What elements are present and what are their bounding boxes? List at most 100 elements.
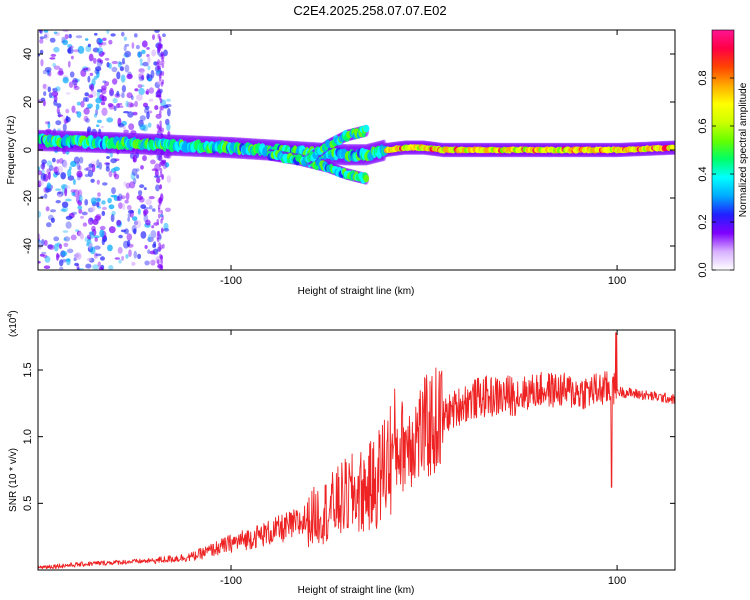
noise-blob bbox=[95, 108, 99, 116]
noise-blob bbox=[76, 170, 83, 178]
noise-blob bbox=[125, 254, 129, 259]
noise-blob bbox=[156, 123, 160, 129]
noise-blob bbox=[161, 57, 165, 63]
noise-blob bbox=[69, 166, 72, 171]
noise-blob bbox=[56, 106, 60, 115]
noise-blob bbox=[137, 208, 141, 215]
noise-blob bbox=[47, 121, 51, 129]
snr-scale-label: (x104) bbox=[7, 310, 19, 337]
noise-blob bbox=[63, 242, 69, 247]
noise-blob bbox=[132, 156, 136, 163]
colorbar-tick-label: 0.6 bbox=[697, 118, 709, 133]
noise-blob bbox=[90, 178, 95, 183]
noise-blob bbox=[150, 230, 157, 239]
noise-blob bbox=[123, 181, 127, 187]
noise-blob bbox=[110, 213, 115, 223]
y-tick-label: -20 bbox=[22, 190, 34, 206]
noise-blob bbox=[142, 61, 149, 67]
noise-blob bbox=[127, 111, 134, 118]
noise-blob bbox=[108, 170, 113, 178]
noise-blob bbox=[71, 105, 76, 113]
noise-blob bbox=[44, 66, 52, 73]
noise-blob bbox=[56, 159, 60, 164]
noise-blob bbox=[106, 117, 114, 123]
noise-blob bbox=[123, 45, 127, 52]
noise-blob bbox=[57, 191, 62, 195]
noise-blob bbox=[150, 259, 156, 266]
noise-blob bbox=[51, 90, 59, 97]
noise-blob bbox=[45, 206, 50, 212]
noise-blob bbox=[73, 156, 80, 164]
noise-blob bbox=[159, 124, 162, 130]
noise-blob bbox=[102, 37, 107, 41]
noise-blob bbox=[96, 179, 100, 185]
noise-blob bbox=[124, 64, 130, 73]
noise-blob bbox=[151, 49, 157, 57]
noise-blob bbox=[67, 248, 74, 254]
noise-blob bbox=[38, 210, 42, 218]
noise-blob bbox=[147, 78, 152, 82]
noise-blob bbox=[107, 197, 112, 204]
noise-blob bbox=[86, 128, 91, 137]
noise-blob bbox=[110, 194, 118, 198]
noise-blob bbox=[141, 84, 145, 88]
noise-blob bbox=[108, 62, 112, 69]
noise-blob bbox=[53, 46, 60, 53]
noise-blob bbox=[40, 97, 46, 102]
noise-blob bbox=[98, 266, 104, 270]
noise-blob bbox=[80, 215, 84, 219]
noise-blob bbox=[52, 87, 58, 93]
noise-blob bbox=[96, 201, 100, 208]
noise-blob bbox=[124, 50, 132, 58]
noise-blob bbox=[97, 47, 103, 55]
noise-blob bbox=[92, 57, 97, 64]
noise-blob bbox=[160, 156, 163, 161]
noise-blob bbox=[56, 165, 64, 174]
noise-blob bbox=[55, 200, 61, 204]
noise-blob bbox=[139, 124, 146, 131]
noise-blob bbox=[120, 74, 126, 83]
noise-blob bbox=[143, 187, 147, 191]
noise-blob bbox=[126, 233, 133, 241]
noise-blob bbox=[118, 202, 123, 210]
noise-blob bbox=[147, 236, 154, 243]
noise-blob bbox=[46, 222, 52, 228]
noise-blob bbox=[159, 184, 162, 190]
noise-blob bbox=[131, 261, 136, 266]
chart-title: C2E4.2025.258.07.07.E02 bbox=[293, 3, 446, 18]
noise-blob bbox=[134, 33, 138, 38]
noise-blob bbox=[132, 111, 138, 116]
noise-blob bbox=[110, 158, 117, 164]
noise-blob bbox=[156, 177, 161, 184]
y-tick-label: 40 bbox=[22, 48, 34, 60]
noise-blob bbox=[102, 182, 108, 186]
noise-blob bbox=[57, 114, 64, 117]
noise-blob bbox=[94, 237, 98, 242]
noise-blob bbox=[137, 253, 142, 260]
noise-blob bbox=[45, 128, 52, 133]
ridge-core bbox=[363, 174, 370, 183]
noise-blob bbox=[71, 55, 74, 60]
noise-blob bbox=[138, 76, 145, 82]
noise-blob bbox=[159, 73, 162, 79]
noise-blob bbox=[63, 160, 68, 169]
noise-blob bbox=[107, 244, 113, 252]
noise-blob bbox=[93, 75, 98, 80]
noise-blob bbox=[167, 108, 171, 117]
colorbar-tick-label: 0.2 bbox=[697, 214, 709, 229]
noise-blob bbox=[126, 92, 133, 99]
noise-blob bbox=[89, 231, 95, 239]
noise-blob bbox=[114, 257, 121, 260]
noise-blob bbox=[146, 111, 150, 120]
noise-blob bbox=[96, 90, 101, 99]
y-tick-label: -40 bbox=[22, 238, 34, 254]
noise-blob bbox=[77, 205, 83, 210]
noise-blob bbox=[98, 38, 103, 44]
noise-blob bbox=[109, 89, 115, 97]
noise-blob bbox=[149, 205, 153, 210]
snr-plot-area bbox=[38, 330, 675, 570]
noise-blob bbox=[71, 191, 76, 196]
noise-blob bbox=[121, 85, 126, 93]
noise-blob bbox=[101, 210, 106, 216]
